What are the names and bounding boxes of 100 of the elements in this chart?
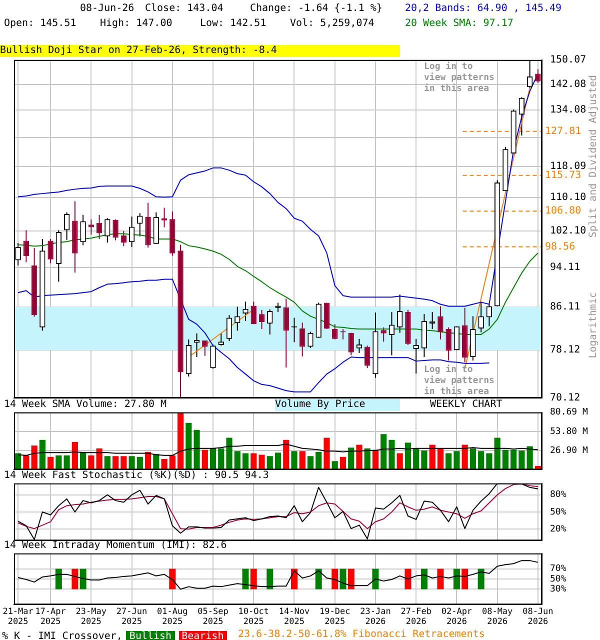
- text: 20 Week SMA: 97.17: [405, 18, 514, 30]
- chart-title: 14 Week SMA Volume: 27.80 M: [4, 399, 167, 410]
- y-tick-label: 102.10: [550, 226, 586, 237]
- bar: [250, 453, 257, 470]
- candlestick: [535, 68, 541, 84]
- bar: [88, 455, 94, 470]
- bar: [64, 455, 70, 470]
- x-tick-label: 05-Sep 2025: [198, 606, 228, 628]
- candlestick: [308, 331, 314, 348]
- text: High: 147.00: [100, 18, 172, 30]
- bar: [234, 451, 240, 470]
- x-tick-label: 19-Dec 2025: [320, 606, 350, 628]
- candlestick: [438, 306, 444, 340]
- bar: [31, 446, 38, 470]
- bar: [478, 451, 484, 470]
- text: Open: 145.51: [4, 18, 76, 30]
- candlestick: [226, 314, 232, 342]
- y-tick-label: 50%: [550, 574, 567, 584]
- bar: [226, 438, 232, 470]
- candlestick: [202, 340, 208, 356]
- bar: [112, 456, 119, 470]
- candlestick: [356, 338, 362, 354]
- text: Close: 143.04: [145, 3, 224, 15]
- bar: [388, 440, 395, 470]
- candlestick: [250, 301, 256, 325]
- bar: [526, 446, 533, 470]
- y-tick-label: 20%: [550, 524, 567, 535]
- candlestick: [80, 214, 86, 246]
- bar: [510, 450, 517, 470]
- bar: [413, 448, 420, 470]
- bar: [486, 453, 492, 470]
- ref-line-label: 127.81: [545, 126, 582, 137]
- x-tick-label: 10-Oct 2025: [238, 606, 269, 628]
- candlestick: [96, 214, 102, 240]
- bar: [421, 450, 428, 470]
- bar: [194, 430, 200, 470]
- text: Split and Dividend Adjusted: [588, 75, 599, 238]
- bar: [316, 452, 322, 470]
- candlestick: [194, 332, 200, 358]
- candlestick: [64, 212, 70, 240]
- candlestick: [478, 301, 484, 333]
- candlestick: [112, 218, 118, 241]
- y-tick-label: 53.80 M: [550, 426, 589, 437]
- candlestick: [348, 332, 354, 356]
- bar: [502, 450, 508, 470]
- y-tick-label: 86.11: [550, 301, 580, 312]
- x-tick-label: 27-Jun 2025: [116, 606, 148, 628]
- bar: [380, 434, 387, 470]
- bar: [348, 448, 354, 470]
- bar: [177, 412, 184, 470]
- candlestick: [518, 96, 525, 136]
- ref-line-label: 98.56: [545, 241, 576, 252]
- candlestick: [104, 218, 110, 244]
- candlestick: [332, 324, 338, 340]
- candlestick: [258, 309, 265, 330]
- y-tick-label: 30%: [550, 584, 567, 595]
- y-tick-label: 70.12: [550, 392, 580, 404]
- candlestick: [137, 212, 143, 237]
- bar: [454, 451, 460, 470]
- candlestick: [48, 238, 54, 264]
- text: 08-Jun-26: [80, 3, 134, 15]
- bar: [202, 450, 208, 470]
- y-tick-label: 94.11: [550, 262, 580, 273]
- bar: [218, 448, 224, 470]
- bar: [128, 456, 135, 470]
- candlestick: [218, 332, 224, 346]
- candlestick: [23, 230, 30, 263]
- candlestick: [486, 303, 492, 327]
- text: Vol: 5,259,074: [290, 18, 374, 30]
- bar: [258, 454, 265, 470]
- bar: [437, 448, 444, 470]
- text: Change: -1.64 {-1.1 %}: [250, 3, 382, 15]
- candlestick: [397, 294, 403, 334]
- bar: [518, 450, 525, 470]
- bar: [72, 442, 78, 470]
- candlestick: [283, 298, 289, 368]
- bar: [299, 451, 306, 470]
- bar: [266, 456, 273, 470]
- bar: [494, 438, 500, 470]
- bar: [324, 438, 330, 470]
- candlestick: [210, 344, 216, 370]
- candlestick: [413, 338, 419, 374]
- candlestick: [161, 207, 168, 228]
- bar: [210, 448, 216, 470]
- x-tick-label: 23-May 2025: [76, 606, 107, 628]
- bar: [470, 448, 476, 470]
- x-tick-label: 14-Nov 2025: [278, 606, 310, 628]
- bar: [446, 453, 452, 470]
- bar: [161, 458, 168, 470]
- y-tick-label: 50%: [550, 507, 567, 518]
- candlestick: [120, 230, 127, 247]
- annotation: Log in to view patterns in this area: [424, 365, 496, 398]
- chart-title: 14 Week Fast Stochastic (%K)(%D) : 90.5 94.3: [4, 470, 269, 481]
- ref-line-label: 106.80: [545, 206, 582, 217]
- candlestick: [242, 301, 248, 322]
- y-tick-label: 150.07: [550, 54, 586, 66]
- candlestick: [446, 326, 452, 361]
- text: Low: 142.51: [200, 18, 266, 30]
- bar: [39, 440, 46, 470]
- y-tick-label: 78.12: [550, 344, 580, 356]
